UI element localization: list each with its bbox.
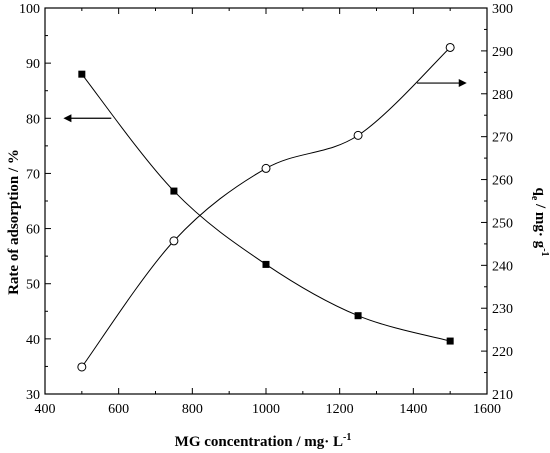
curves-group xyxy=(81,47,451,368)
x-tick-label: 1400 xyxy=(399,402,427,417)
x-tick-label: 400 xyxy=(35,402,56,417)
y-right-tick-label: 270 xyxy=(492,131,513,146)
y-left-tick-label: 40 xyxy=(26,333,40,348)
y-left-tick-label: 90 xyxy=(26,57,40,72)
open-circle-point xyxy=(169,236,179,246)
markers-group xyxy=(77,42,455,372)
y-left-tick-label: 30 xyxy=(26,388,40,403)
y-left-tick-label: 70 xyxy=(26,167,40,182)
open-circle-point xyxy=(445,42,455,52)
x-tick-label: 600 xyxy=(108,402,129,417)
x-tick-label: 1600 xyxy=(473,402,501,417)
y-right-tick-label: 300 xyxy=(492,2,513,17)
y-left-tick-label: 60 xyxy=(26,223,40,238)
y-right-tick-label: 220 xyxy=(492,345,513,360)
y-axis-right-title: qe / mg· g-1 xyxy=(529,187,550,256)
y-right-tick-label: 260 xyxy=(492,174,513,189)
arrows-group xyxy=(63,79,467,123)
y-right-tick-label: 210 xyxy=(492,388,513,403)
y-right-tick-label: 250 xyxy=(492,216,513,231)
plot-frame xyxy=(44,7,488,395)
filled-square-point xyxy=(446,337,454,345)
series-right-line xyxy=(81,47,451,368)
y-left-tick-label: 100 xyxy=(19,2,40,17)
x-axis-title: MG concentration / mg· L-1 xyxy=(175,432,352,450)
x-tick-label: 1200 xyxy=(326,402,354,417)
filled-square-point xyxy=(78,70,86,78)
open-circle-point xyxy=(353,130,363,140)
y-left-tick-label: 50 xyxy=(26,278,40,293)
series-left-line xyxy=(81,73,451,342)
y-right-tick-label: 230 xyxy=(492,302,513,317)
y-axis-left-title: Rate of adsorption / % xyxy=(6,149,22,295)
filled-square-point xyxy=(262,260,270,268)
filled-square-point xyxy=(354,312,362,320)
filled-square-point xyxy=(170,187,178,195)
left-arrowhead xyxy=(63,114,72,123)
y-left-tick-label: 80 xyxy=(26,112,40,127)
y-right-tick-label: 280 xyxy=(492,88,513,103)
y-right-tick-label: 240 xyxy=(492,259,513,274)
axes-group xyxy=(44,7,488,395)
x-tick-label: 800 xyxy=(182,402,203,417)
y-right-tick-label: 290 xyxy=(492,45,513,60)
open-circle-point xyxy=(77,362,87,372)
right-arrowhead xyxy=(458,79,467,88)
open-circle-point xyxy=(261,163,271,173)
x-tick-label: 1000 xyxy=(252,402,280,417)
ticks-group: 400 600 800 1000 1200 1400 1600 30 40 50 60 70 80 90 1… xyxy=(19,2,513,417)
